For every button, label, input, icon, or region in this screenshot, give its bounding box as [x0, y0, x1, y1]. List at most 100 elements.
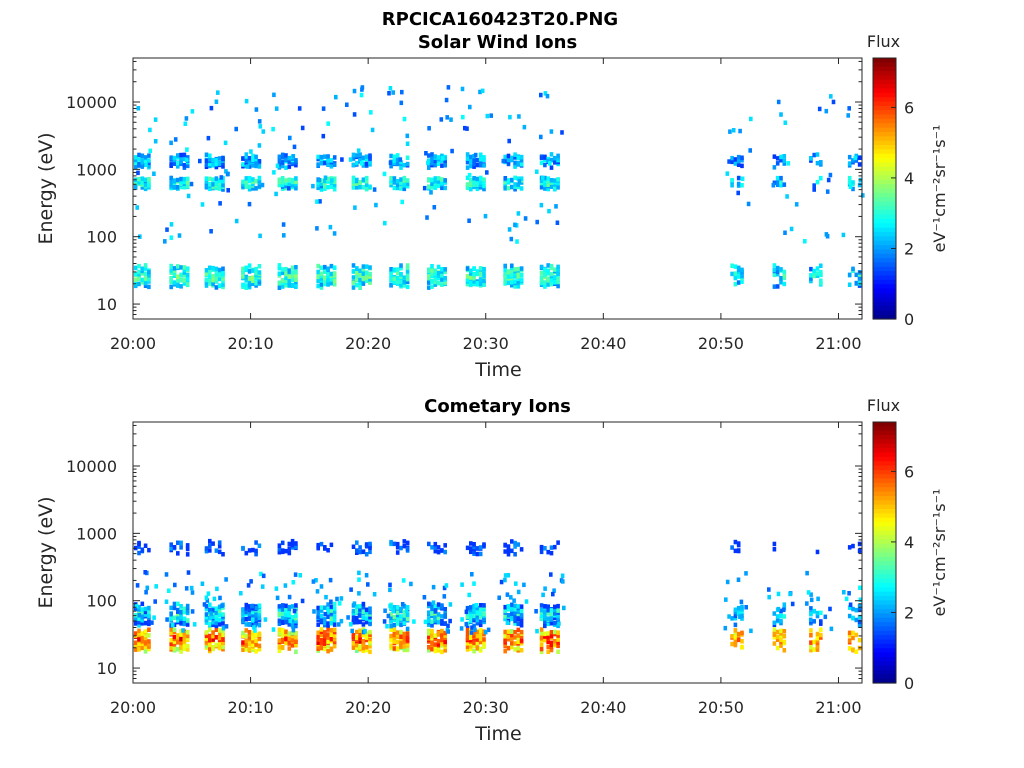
flux-cell — [368, 617, 372, 622]
flux-cell — [412, 619, 416, 624]
flux-cell — [316, 542, 320, 548]
flux-cell — [208, 602, 212, 607]
flux-cell — [436, 545, 441, 550]
flux-cell — [287, 636, 292, 641]
flux-cell — [430, 628, 434, 634]
flux-cell — [436, 615, 441, 620]
flux-cell — [241, 611, 245, 617]
flux-cell — [224, 624, 229, 629]
colorbar-segment — [873, 539, 896, 545]
flux-cell — [815, 160, 820, 166]
flux-cell — [319, 541, 324, 547]
flux-cell — [133, 283, 138, 289]
flux-cell — [772, 620, 777, 626]
flux-cell — [789, 226, 794, 232]
flux-cell — [182, 179, 187, 185]
flux-cell — [351, 152, 356, 158]
flux-cell — [549, 608, 554, 613]
flux-cell — [478, 175, 483, 181]
flux-cell — [392, 632, 397, 638]
flux-cell — [184, 157, 189, 163]
flux-cell — [399, 265, 403, 271]
flux-cell — [277, 612, 282, 617]
flux-cell — [730, 616, 734, 621]
flux-cell — [316, 630, 320, 635]
flux-cell — [503, 549, 507, 554]
flux-cell — [190, 609, 195, 614]
flux-cell — [733, 607, 738, 612]
flux-cell — [851, 180, 855, 185]
flux-cell — [294, 649, 298, 655]
flux-cell — [395, 634, 400, 639]
flux-cell — [779, 179, 783, 185]
flux-cell — [405, 133, 410, 139]
flux-cell — [247, 178, 252, 184]
colorbar-segment — [873, 656, 896, 662]
flux-cell — [767, 594, 771, 600]
flux-cell — [147, 644, 151, 649]
flux-cell — [204, 595, 209, 600]
flux-cell — [501, 158, 506, 164]
flux-cell — [239, 591, 243, 596]
flux-cell — [172, 545, 177, 550]
flux-cell — [430, 273, 434, 279]
colorbar-segment — [873, 292, 896, 298]
flux-cell — [482, 270, 486, 275]
flux-cell — [211, 277, 215, 283]
flux-cell — [513, 614, 517, 619]
flux-cell — [819, 619, 823, 624]
flux-cell — [329, 616, 334, 621]
flux-cell — [136, 106, 141, 111]
flux-cell — [519, 629, 524, 635]
flux-cell — [510, 616, 514, 622]
flux-cell — [328, 577, 333, 583]
flux-cell — [152, 171, 156, 176]
flux-cell — [355, 629, 359, 635]
flux-cell — [857, 283, 862, 288]
flux-cell — [549, 263, 554, 269]
flux-cell — [433, 279, 438, 285]
flux-cell — [220, 603, 224, 608]
flux-cell — [469, 177, 473, 183]
flux-cell — [516, 542, 521, 547]
flux-cell — [779, 631, 783, 636]
colorbar-segment — [873, 439, 896, 445]
colorbar-segment — [873, 201, 896, 207]
flux-cell — [319, 618, 324, 624]
flux-cell — [549, 644, 554, 650]
flux-cell — [134, 603, 139, 609]
flux-cell — [170, 622, 175, 628]
flux-cell — [553, 641, 557, 647]
flux-cell — [443, 178, 447, 183]
flux-cell — [352, 112, 357, 117]
flux-cell — [348, 157, 353, 162]
flux-cell — [315, 199, 319, 204]
flux-cell — [329, 637, 334, 642]
flux-cell — [143, 620, 148, 626]
flux-cell — [178, 610, 183, 615]
colorbar-segment — [873, 461, 896, 467]
flux-cell — [436, 605, 441, 610]
flux-cell — [519, 186, 524, 191]
flux-cell — [172, 627, 177, 632]
flux-cell — [409, 581, 413, 587]
flux-cell — [140, 277, 145, 283]
flux-cell — [280, 607, 285, 612]
flux-cell — [478, 185, 483, 190]
flux-cell — [277, 618, 282, 623]
flux-cell — [183, 121, 188, 126]
flux-cell — [472, 604, 476, 609]
flux-cell — [179, 277, 183, 282]
flux-cell — [392, 160, 397, 166]
flux-cell — [405, 605, 410, 610]
flux-cell — [389, 267, 393, 272]
flux-cell — [280, 182, 285, 188]
flux-cell — [182, 621, 187, 627]
flux-cell — [208, 633, 212, 639]
flux-cell — [226, 171, 230, 177]
flux-cell — [556, 180, 560, 186]
colorbar-segment — [873, 495, 896, 501]
flux-cell — [217, 267, 222, 273]
flux-cell — [513, 160, 517, 166]
flux-cell — [280, 603, 285, 608]
